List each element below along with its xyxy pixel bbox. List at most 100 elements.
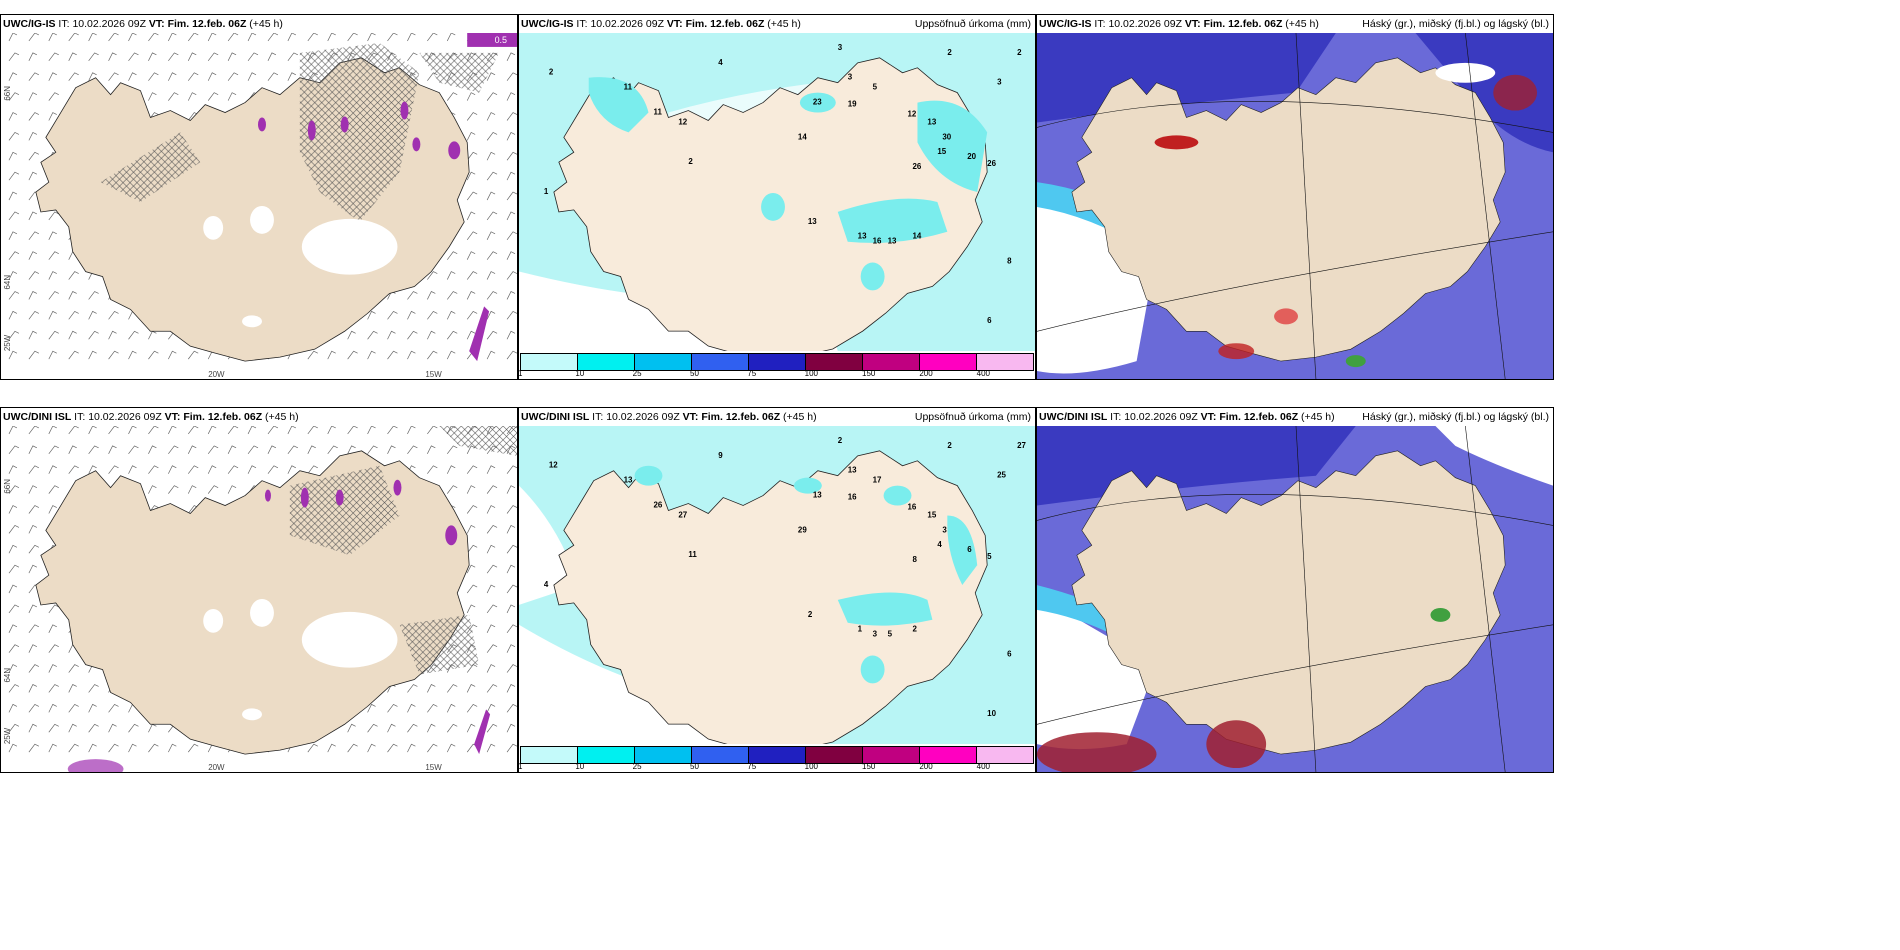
wind-barb [68,445,77,454]
wind-barb [427,684,436,693]
wind-barb [407,330,418,340]
wind-barb [128,723,139,733]
wind-barb [327,33,336,42]
wind-barb [506,743,517,753]
wind-barb [28,564,38,574]
wind-barb [48,330,59,340]
precip-value: 30 [942,132,951,141]
wind-barb [148,723,157,733]
colorbar-tick: 150 [862,369,876,378]
glacier-vatnajokull [301,218,398,275]
wind-barb [466,231,478,241]
wind-barb [466,564,476,574]
wind-barb [486,505,496,514]
wind-barb [427,426,438,435]
wind-barb [367,703,376,713]
lon-label-25: 25W [3,727,12,744]
wind-barb [466,310,478,320]
wind-barb [267,445,277,454]
wind-barb [187,426,199,435]
wind-barb [8,465,18,474]
precip-value: 19 [848,100,857,109]
colorbar-segment [749,354,806,370]
wind-barb [446,350,456,360]
lat-label-64: 64N [3,275,12,290]
wind-barb [148,445,157,454]
wind-barb [148,92,157,101]
wind-barb [466,465,478,474]
colorbar-tick: 50 [690,762,699,771]
colorbar-segment [692,747,749,763]
wind-barb [88,310,97,320]
precip-value: 4 [544,580,549,589]
precip-value: 17 [873,476,882,485]
it-label: IT: [592,411,604,423]
wind-barb [68,426,79,435]
wind-barb [88,703,97,713]
wind-barb [8,350,18,360]
wind-barb [407,350,416,360]
wind-barb [168,743,177,753]
wind-barb [148,743,159,753]
wind-barb [168,445,179,455]
glacier-langjokull [250,599,274,627]
wind-barb [347,445,356,454]
hatched-cloud-area [100,132,201,203]
colorbar-tick: 10 [575,369,585,378]
wind-barb [68,271,79,280]
wind-barb [48,505,57,514]
wind-barb [486,624,496,633]
wind-barb [68,52,77,61]
wind-barb [28,743,40,753]
panel-dini-precip: UWC/DINI ISL IT: 10.02.2026 09Z VT: Fim.… [518,407,1036,773]
lat-label-66: 66N [3,86,12,101]
wind-barb [28,604,38,614]
wind-barb [48,703,57,713]
precip-value: 2 [947,441,952,450]
cloud-map-svg [1037,33,1553,379]
wind-barb [8,684,20,693]
wind-barb [506,544,517,554]
wind-barb [68,664,79,673]
wind-barb [407,33,416,42]
wind-barb [466,112,478,121]
wind-barb [267,426,279,435]
hatched-cloud-area [299,42,420,222]
wind-barb [68,291,77,300]
precip-value: 9 [718,451,723,460]
colorbar-tick: 400 [976,762,991,771]
wind-barb [168,92,179,101]
wind-map-svg: 0.5 66N 64N 25W 20W 15W [3,33,517,379]
wind-barb [427,310,438,320]
wind-barb [187,445,197,454]
wind-barb [8,72,18,81]
wind-barb [108,723,117,733]
colorbar-segment [806,747,863,763]
colorbar-segment [578,354,635,370]
wind-barb [148,330,157,340]
wind-barb [8,92,20,101]
wind-barb [466,151,478,161]
colorbar-tick: 50 [690,369,699,378]
wind-barb [88,291,99,300]
wind-barb [48,72,57,81]
model-name: UWC/DINI ISL [3,411,72,423]
wind-barb [287,72,297,81]
wind-barb [486,171,498,181]
wind-barb [227,52,237,61]
lead-time: (+45 h) [1301,411,1335,423]
wind-barb [247,52,259,62]
wind-barb [227,465,239,474]
wind-barb [506,723,516,733]
colorbar-tick: 400 [976,369,991,378]
wind-barb [28,131,38,141]
wind-barb [8,112,18,121]
precip-value: 5 [987,552,992,561]
precip-value: 8 [1007,257,1012,266]
wind-barb [8,231,18,240]
precip-value: 8 [912,555,917,564]
hatched-cloud-area [419,52,500,93]
heavy-precip-areas [588,77,988,291]
precip-value: 4 [937,540,942,549]
wind-barb [307,465,318,474]
